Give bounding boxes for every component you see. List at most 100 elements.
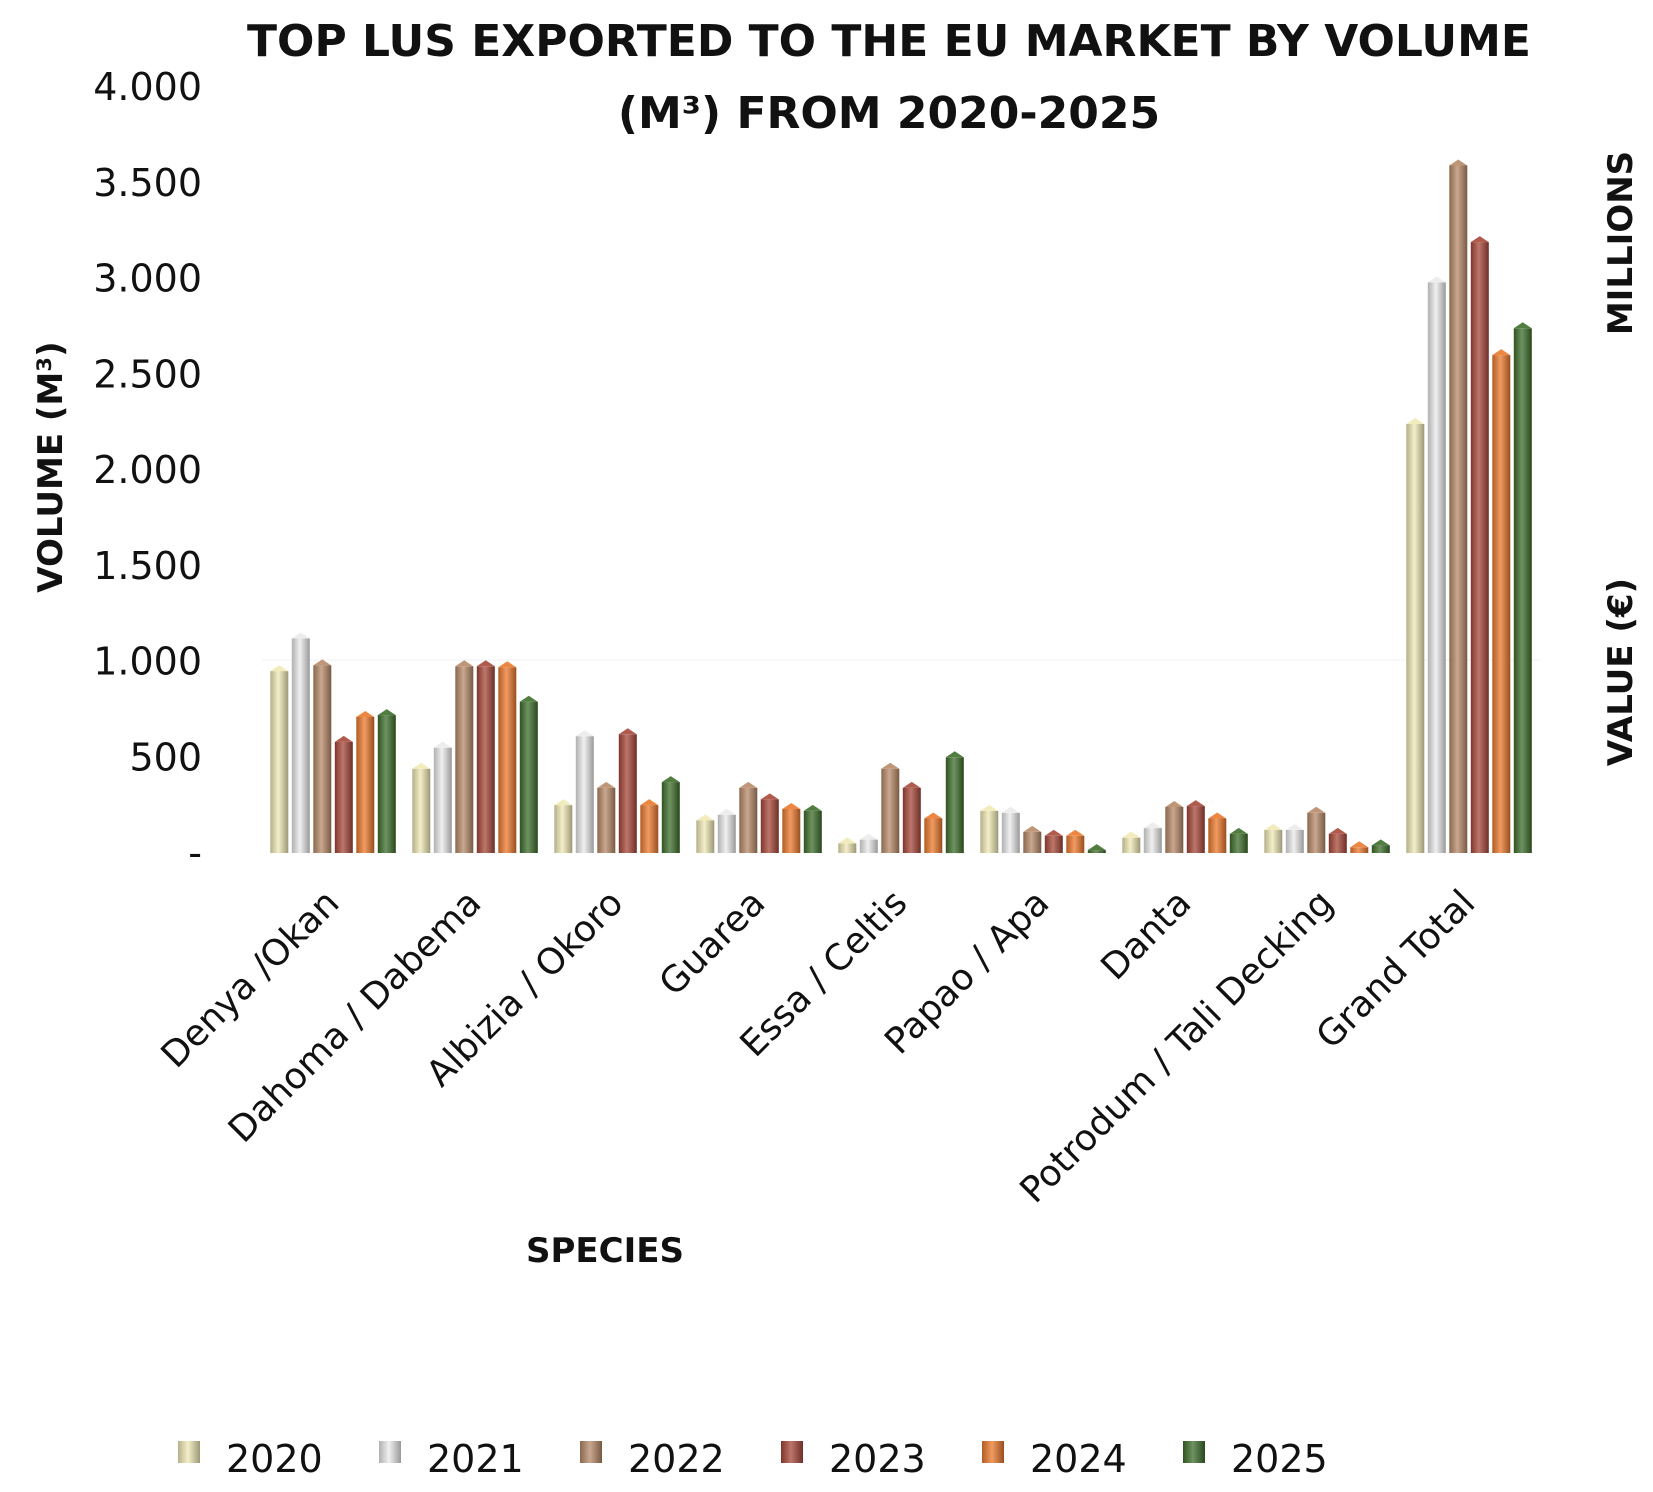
bar-cap [945,751,964,758]
bar [597,787,616,853]
bar [575,736,594,853]
bar [980,810,999,853]
x-axis-title: SPECIES [526,1231,684,1271]
y-tick-label: 4.000 [93,65,202,109]
bar-cap [661,776,680,783]
bar [838,843,857,853]
bar-cap [377,709,396,716]
bar-cap [519,695,538,702]
bar [1371,845,1390,853]
bar [476,666,495,853]
bar-cap [1492,349,1511,356]
bar-cap [412,762,431,769]
bar [1470,242,1489,854]
bar [356,717,375,853]
bar-cap [1371,839,1390,846]
y-tick-label: 2.500 [93,352,202,396]
bar-cap [291,632,310,639]
category-label: Dahoma / Dabema [221,882,489,1150]
bar [270,671,289,853]
bar-cap [902,781,921,788]
bar [760,799,779,853]
bar [1328,833,1347,853]
bar-cap [696,814,715,821]
bar-cap [356,711,375,718]
bar [696,820,715,853]
bar-cap [717,808,736,815]
bar [945,757,964,854]
bar-cap [803,804,822,811]
bar-cap [1470,236,1489,243]
bar [334,741,353,853]
bar [1186,806,1205,853]
bar [803,810,822,853]
bar-cap [476,660,495,667]
bar [554,805,573,853]
bar [1513,328,1532,853]
y-tick-label: 500 [129,735,202,779]
bar-cap [859,833,878,840]
bar-cap [1165,801,1184,808]
bar-cap [1285,824,1304,831]
bar [1044,835,1063,853]
bars [270,159,1532,854]
bar-cap [1350,841,1369,848]
bar [1023,831,1042,853]
bar-cap [1087,844,1106,851]
bar [498,667,517,853]
bar [1143,828,1162,853]
legend-label: 2025 [1231,1437,1328,1481]
bar-cap [270,665,289,672]
bar-cap [433,741,452,748]
bar-cap [1307,806,1326,813]
y-tick-label: 3.500 [93,161,202,205]
bar-cap [1513,322,1532,329]
legend-label: 2022 [628,1437,725,1481]
legend-swatch [1183,1441,1205,1463]
bar-cap [1328,827,1347,834]
bar [519,701,538,853]
bar [412,768,431,853]
bar [291,638,310,853]
bar [1285,830,1304,853]
bar [1122,837,1141,853]
bar-cap [334,735,353,742]
bar [1307,812,1326,853]
legend-label: 2021 [427,1437,524,1481]
bar-cap [1229,827,1248,834]
bar [1208,818,1227,853]
bar-cap [1023,825,1042,832]
bar [1165,807,1184,853]
bar-cap [760,793,779,800]
legend-swatch [379,1441,401,1463]
legend: 2020 2021 2022 2023 2024 2025 [178,1437,1328,1481]
bar-cap [1264,824,1283,831]
chart-title-line-1: TOP LUS EXPORTED TO THE EU MARKET BY VOL… [247,16,1531,67]
y-axis: - 500 1.000 1.500 2.000 2.500 3.000 3.500 4.000 [93,65,202,875]
bar [1406,424,1425,853]
bar [377,715,396,853]
bar [924,818,943,853]
legend-swatch [982,1441,1004,1463]
y-tick-label: - [188,831,202,875]
bar-cap [881,762,900,769]
bar [1264,830,1283,853]
bar-cap [554,799,573,806]
bar-cap [1044,829,1063,836]
bar [1066,835,1085,853]
bar [1350,847,1369,853]
legend-swatch [580,1441,602,1463]
bar [902,787,921,853]
bar-cap [1427,276,1446,283]
bar-cap [1143,822,1162,829]
bar-cap [1001,806,1020,813]
bar-cap [640,799,659,806]
bar-cap [924,812,943,819]
bar-cap [1208,812,1227,819]
bar [1492,355,1511,853]
bar [661,782,680,853]
bar [782,809,801,853]
bar [618,734,637,853]
y-tick-label: 2.000 [93,448,202,492]
bar [739,787,758,853]
